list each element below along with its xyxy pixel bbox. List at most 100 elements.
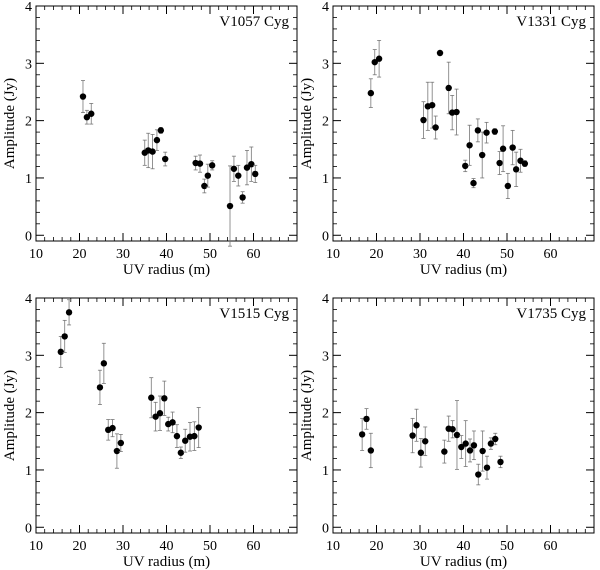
- panel-1: 10 20 30 40 50 60 0 1 2 3 4 UV radius (m) Amplitude …: [2, 0, 298, 278]
- data-point: [177, 449, 185, 456]
- data-point: [239, 194, 246, 201]
- y-tick-label: 0: [25, 521, 32, 536]
- data-point: [521, 160, 529, 167]
- y-tick-label: 1: [322, 464, 329, 479]
- data-point: [161, 155, 169, 163]
- y-tick-label: 0: [322, 521, 329, 536]
- x-tick-label: 50: [500, 247, 514, 262]
- data-point: [479, 151, 486, 159]
- x-tick-label: 50: [203, 539, 217, 554]
- x-axis-label: UV radius (m): [123, 262, 210, 278]
- data-point: [252, 170, 259, 178]
- data-point: [113, 447, 121, 455]
- y-tick-label: 0: [322, 229, 329, 244]
- x-tick-label: 50: [500, 539, 514, 554]
- data-point: [61, 333, 68, 340]
- x-tick-label: 60: [544, 247, 558, 262]
- data-point: [148, 394, 155, 401]
- data-point: [474, 127, 482, 134]
- x-tick-label: 30: [116, 247, 130, 262]
- x-tick-label: 10: [29, 247, 43, 262]
- x-tick-label: 30: [116, 539, 130, 554]
- data-point: [497, 458, 504, 466]
- plot-frame: [332, 297, 595, 534]
- data-point: [230, 165, 238, 172]
- panel-title: V1515 Cyg: [219, 306, 289, 322]
- y-tick-label: 2: [25, 115, 32, 130]
- data-point: [449, 426, 456, 433]
- data-point: [417, 449, 425, 456]
- data-point: [367, 89, 375, 97]
- data-point: [243, 164, 251, 171]
- data-point: [492, 435, 499, 443]
- data-point: [483, 129, 490, 136]
- data-point: [248, 160, 255, 168]
- data-point: [422, 438, 429, 445]
- y-tick-label: 4: [25, 0, 32, 15]
- panel-title: V1735 Cyg: [516, 306, 586, 322]
- panel-title: V1057 Cyg: [219, 14, 289, 30]
- y-tick-label: 2: [322, 407, 329, 422]
- data-point: [428, 101, 436, 109]
- data-point: [149, 148, 156, 155]
- x-tick-label: 60: [247, 539, 261, 554]
- data-point: [358, 431, 366, 438]
- data-point: [441, 448, 448, 455]
- y-tick-label: 4: [25, 292, 32, 307]
- y-tick-label: 3: [322, 349, 329, 364]
- data-point: [109, 424, 116, 432]
- data-point: [479, 447, 486, 455]
- x-axis-label: UV radius (m): [420, 554, 507, 570]
- data-point: [96, 384, 104, 391]
- data-point: [201, 182, 208, 190]
- x-tick-label: 30: [413, 247, 427, 262]
- data-point: [491, 128, 499, 135]
- x-tick-label: 10: [326, 539, 340, 554]
- y-tick-label: 3: [322, 57, 329, 72]
- data-point: [153, 136, 161, 144]
- data-point: [509, 144, 516, 151]
- y-tick-label: 4: [322, 292, 329, 307]
- data-point: [466, 142, 473, 149]
- x-tick-label: 10: [29, 539, 43, 554]
- y-axis-label: Amplitude (Jy): [2, 78, 18, 169]
- data-point: [156, 410, 164, 417]
- y-axis-label: Amplitude (Jy): [2, 370, 18, 461]
- data-point: [152, 413, 159, 420]
- data-point: [470, 179, 477, 187]
- data-point: [458, 443, 465, 451]
- y-tick-label: 1: [25, 464, 32, 479]
- x-tick-label: 10: [326, 247, 340, 262]
- data-point: [57, 348, 64, 356]
- data-point: [88, 110, 95, 117]
- data-point: [367, 447, 375, 454]
- data-point: [462, 440, 469, 447]
- data-point: [445, 84, 452, 92]
- panel-2: 10 20 30 40 50 60 0 1 2 3 4 UV radius (m) Amplitude …: [299, 0, 595, 278]
- data-point: [499, 145, 507, 152]
- data-point: [409, 432, 416, 439]
- plot-frame: [35, 5, 298, 242]
- x-tick-label: 30: [413, 539, 427, 554]
- data-point: [182, 437, 189, 444]
- data-point: [169, 419, 176, 426]
- data-point: [512, 166, 520, 173]
- data-point: [371, 58, 378, 66]
- data-point: [191, 432, 198, 440]
- plot-frame: [332, 5, 595, 242]
- x-axis-label: UV radius (m): [420, 262, 507, 278]
- data-point: [196, 160, 204, 167]
- data-point: [161, 395, 168, 402]
- data-point: [436, 49, 444, 57]
- data-point: [235, 172, 242, 179]
- y-axis-label: Amplitude (Jy): [299, 370, 315, 461]
- data-point: [226, 202, 234, 210]
- data-point: [363, 415, 370, 423]
- y-tick-label: 0: [25, 229, 32, 244]
- data-point: [79, 93, 87, 100]
- data-point: [83, 113, 91, 121]
- y-axis-label: Amplitude (Jy): [299, 78, 315, 169]
- panel-4: 10 20 30 40 50 60 0 1 2 3 4 UV radius (m) Amplitude …: [299, 292, 595, 570]
- data-point: [504, 182, 512, 190]
